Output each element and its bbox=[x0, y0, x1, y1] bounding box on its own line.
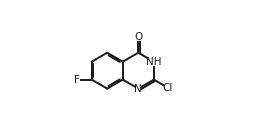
Bar bbox=[149, 58, 159, 66]
Text: NH: NH bbox=[146, 57, 161, 67]
Bar bbox=[135, 85, 141, 92]
Text: N: N bbox=[134, 84, 142, 94]
Text: Cl: Cl bbox=[162, 83, 173, 93]
Bar bbox=[134, 33, 142, 41]
Bar bbox=[75, 76, 80, 83]
Bar bbox=[165, 84, 171, 91]
Text: O: O bbox=[134, 32, 142, 43]
Text: F: F bbox=[74, 75, 80, 85]
